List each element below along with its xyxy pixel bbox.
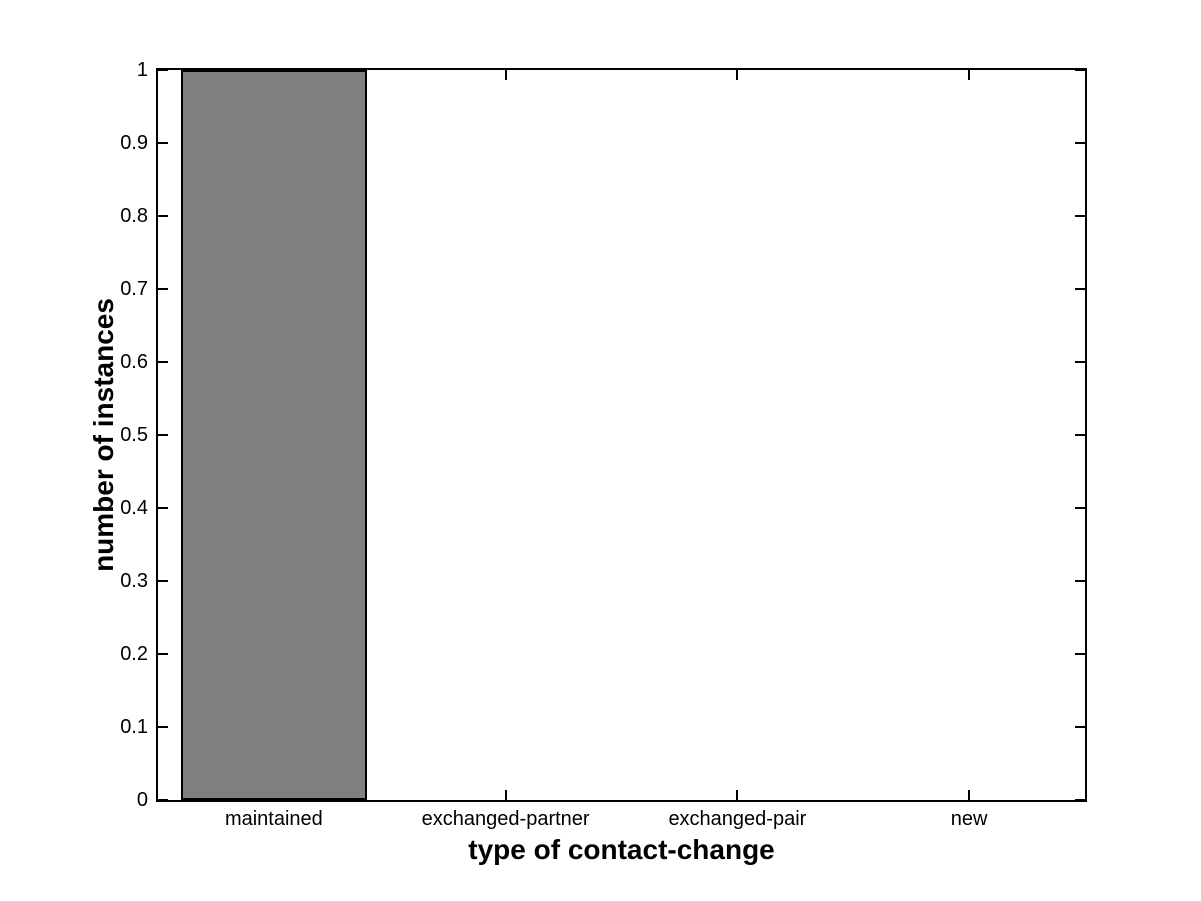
y-tick-label: 0.9 [120,132,148,154]
y-tick-mark [1075,507,1085,509]
x-tick-mark [504,70,507,80]
y-tick-mark [1075,361,1085,363]
y-tick-label: 1 [136,59,148,81]
y-tick-mark [1075,434,1085,436]
x-tick-label: exchanged-partner [421,808,590,830]
x-tick-mark [504,790,507,800]
y-tick-label: 0.7 [120,278,148,300]
y-tick-label: 0.3 [120,570,148,592]
y-tick-mark [158,69,168,71]
y-tick-mark [158,434,168,436]
y-tick-mark [158,799,168,801]
y-axis-label: number of instances [88,298,119,572]
y-tick-label: 0.5 [120,424,148,446]
y-tick-mark [1075,142,1085,144]
x-tick-mark [968,70,971,80]
y-tick-mark [158,288,168,290]
x-tick-label: new [950,808,988,830]
y-tick-label: 0.4 [120,497,148,519]
y-tick-label: 0.6 [120,351,148,373]
x-tick-mark [736,70,739,80]
y-tick-label: 0.8 [120,205,148,227]
y-tick-label: 0.2 [120,643,148,665]
y-tick-mark [1075,799,1085,801]
y-tick-mark [1075,215,1085,217]
x-axis-label: type of contact-change [468,834,775,865]
bar-maintained [181,70,367,800]
y-tick-label: 0.1 [120,716,148,738]
y-tick-mark [158,580,168,582]
y-tick-mark [1075,653,1085,655]
y-tick-mark [1075,288,1085,290]
y-tick-mark [1075,726,1085,728]
y-tick-mark [158,726,168,728]
y-tick-label: 0 [136,789,148,811]
x-tick-mark [968,790,971,800]
x-tick-mark [736,790,739,800]
x-tick-label: maintained [224,808,323,830]
y-tick-mark [158,507,168,509]
y-tick-mark [1075,69,1085,71]
y-tick-mark [158,142,168,144]
x-tick-label: exchanged-pair [668,808,807,830]
plot-area: number of instances type of contact-chan… [88,60,1087,865]
y-tick-mark [158,653,168,655]
y-tick-mark [1075,580,1085,582]
y-tick-mark [158,361,168,363]
y-tick-mark [158,215,168,217]
